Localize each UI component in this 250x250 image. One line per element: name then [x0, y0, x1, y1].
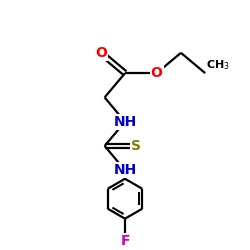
Text: NH: NH	[114, 163, 136, 177]
Text: O: O	[95, 46, 107, 60]
Text: CH$_3$: CH$_3$	[206, 58, 230, 72]
Text: F: F	[120, 234, 130, 248]
Text: S: S	[131, 139, 141, 153]
Text: NH: NH	[114, 115, 136, 129]
Text: O: O	[151, 66, 162, 80]
